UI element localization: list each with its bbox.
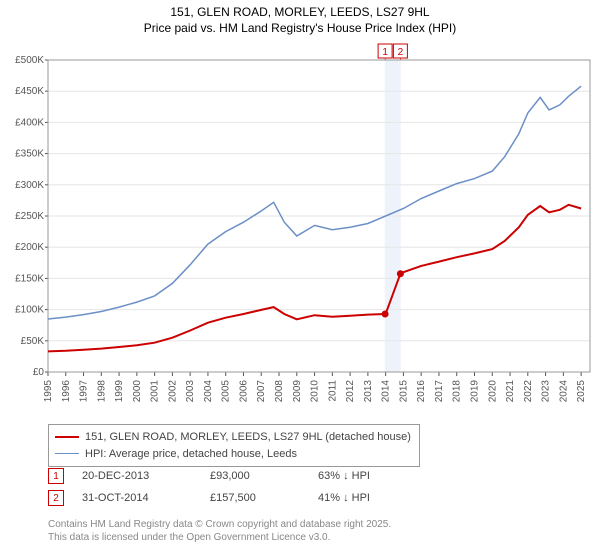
- y-tick-label: £200K: [15, 242, 44, 253]
- title-line-2: Price paid vs. HM Land Registry's House …: [0, 20, 600, 36]
- x-tick-label: 2004: [203, 380, 214, 403]
- footer-note: Contains HM Land Registry data © Crown c…: [48, 518, 391, 544]
- x-tick-label: 2014: [381, 380, 392, 403]
- x-tick-label: 2007: [256, 380, 267, 403]
- x-tick-label: 2019: [469, 380, 480, 403]
- x-tick-label: 2022: [523, 380, 534, 403]
- x-tick-label: 2013: [363, 380, 374, 403]
- chart-title-block: 151, GLEN ROAD, MORLEY, LEEDS, LS27 9HL …: [0, 0, 600, 36]
- x-tick-label: 2003: [185, 380, 196, 403]
- y-tick-label: £300K: [15, 180, 44, 191]
- x-tick-label: 2015: [398, 380, 409, 403]
- legend-row: HPI: Average price, detached house, Leed…: [55, 446, 411, 463]
- y-tick-label: £350K: [15, 149, 44, 160]
- marker-pct: 41% ↓ HPI: [318, 492, 418, 504]
- series-marker-dot: [397, 270, 404, 277]
- marker-flag-number: 2: [398, 47, 404, 58]
- x-tick-label: 1998: [96, 380, 107, 403]
- x-tick-label: 1996: [61, 380, 72, 403]
- x-tick-label: 2010: [310, 380, 321, 403]
- marker-price: £157,500: [210, 492, 300, 504]
- x-tick-label: 2002: [167, 380, 178, 403]
- y-tick-label: £450K: [15, 86, 44, 97]
- y-tick-label: £100K: [15, 305, 44, 316]
- x-tick-label: 2017: [434, 380, 445, 403]
- legend-label: 151, GLEN ROAD, MORLEY, LEEDS, LS27 9HL …: [85, 429, 411, 446]
- marker-pct: 63% ↓ HPI: [318, 470, 418, 482]
- y-tick-label: £150K: [15, 273, 44, 284]
- marker-price: £93,000: [210, 470, 300, 482]
- series-marker-dot: [382, 310, 389, 317]
- legend-swatch: [55, 453, 79, 454]
- footer-line-1: Contains HM Land Registry data © Crown c…: [48, 518, 391, 531]
- x-tick-label: 2008: [274, 380, 285, 403]
- marker-table-row: 1 20-DEC-2013 £93,000 63% ↓ HPI: [48, 468, 418, 484]
- x-tick-label: 2018: [452, 380, 463, 403]
- legend-swatch: [55, 436, 79, 438]
- legend-label: HPI: Average price, detached house, Leed…: [85, 446, 297, 463]
- x-tick-label: 2020: [487, 380, 498, 403]
- x-tick-label: 2005: [221, 380, 232, 403]
- y-tick-label: £400K: [15, 117, 44, 128]
- y-tick-label: £500K: [15, 55, 44, 66]
- x-tick-label: 2024: [558, 380, 569, 403]
- marker-number-box: 2: [48, 490, 64, 506]
- title-line-1: 151, GLEN ROAD, MORLEY, LEEDS, LS27 9HL: [0, 4, 600, 20]
- legend: 151, GLEN ROAD, MORLEY, LEEDS, LS27 9HL …: [48, 424, 420, 467]
- x-tick-label: 2006: [238, 380, 249, 403]
- x-tick-label: 2009: [292, 380, 303, 403]
- x-tick-label: 2001: [150, 380, 161, 403]
- x-tick-label: 2012: [345, 380, 356, 403]
- markers-table: 1 20-DEC-2013 £93,000 63% ↓ HPI 2 31-OCT-2014…: [48, 468, 418, 512]
- x-tick-label: 2025: [576, 380, 587, 403]
- chart-area: £0 £50K £100K £150K £200K £250K £300K £350K £400…: [0, 40, 600, 420]
- x-tick-label: 2023: [541, 380, 552, 403]
- y-tick-label: £0: [33, 367, 45, 378]
- x-tick-label: 1997: [79, 380, 90, 403]
- x-tick-label: 2011: [327, 380, 338, 402]
- footer-line-2: This data is licensed under the Open Gov…: [48, 531, 391, 544]
- y-tick-label: £50K: [21, 336, 45, 347]
- marker-date: 20-DEC-2013: [82, 470, 192, 482]
- legend-row: 151, GLEN ROAD, MORLEY, LEEDS, LS27 9HL …: [55, 429, 411, 446]
- x-tick-label: 2021: [505, 380, 516, 403]
- marker-number-box: 1: [48, 468, 64, 484]
- x-tick-label: 2000: [132, 380, 143, 403]
- x-tick-label: 1995: [43, 380, 54, 403]
- marker-table-row: 2 31-OCT-2014 £157,500 41% ↓ HPI: [48, 490, 418, 506]
- y-tick-label: £250K: [15, 211, 44, 222]
- marker-flag-number: 1: [382, 47, 388, 58]
- x-tick-label: 1999: [114, 380, 125, 403]
- chart-svg: £0 £50K £100K £150K £200K £250K £300K £350K £400…: [0, 40, 600, 420]
- x-tick-label: 2016: [416, 380, 427, 403]
- marker-date: 31-OCT-2014: [82, 492, 192, 504]
